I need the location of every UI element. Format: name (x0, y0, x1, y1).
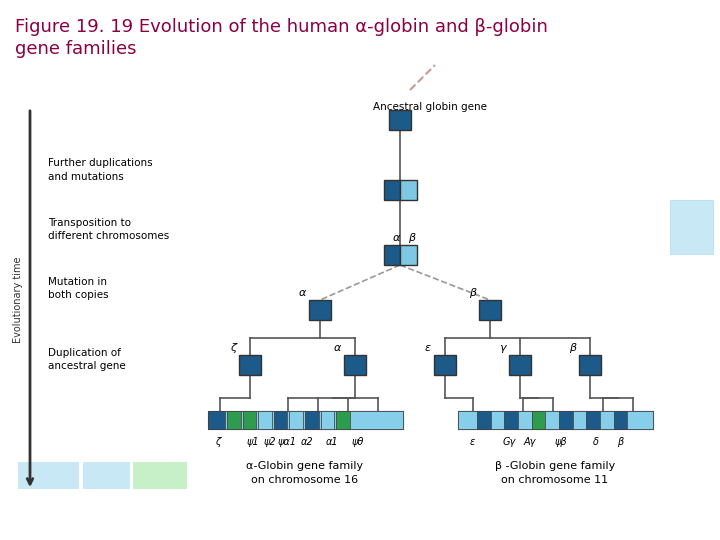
Bar (83, 462, 130, 489)
Bar (289, 411, 303, 429)
Text: ψ2: ψ2 (264, 437, 276, 447)
Bar (334, 411, 336, 429)
Text: Aγ: Aγ (523, 437, 536, 447)
Text: α: α (333, 343, 341, 353)
Bar (243, 411, 256, 429)
Text: Gγ: Gγ (503, 437, 516, 447)
Bar (477, 411, 490, 429)
Bar (336, 411, 350, 429)
Text: Transposition to
different chromosomes: Transposition to different chromosomes (48, 218, 169, 241)
Text: ψθ: ψθ (351, 437, 364, 447)
Bar (531, 411, 545, 429)
Bar (309, 300, 331, 320)
Text: ζ: ζ (230, 343, 236, 353)
Bar (627, 411, 652, 429)
Bar (303, 411, 305, 429)
Text: ψβ: ψβ (554, 437, 567, 447)
Bar (434, 355, 456, 375)
Bar (344, 355, 366, 375)
Bar (258, 411, 272, 429)
Bar (559, 411, 572, 429)
Text: Evolutionary time: Evolutionary time (13, 256, 23, 343)
Text: α-Globin gene family
on chromosome 16: α-Globin gene family on chromosome 16 (246, 461, 364, 485)
Bar (586, 411, 600, 429)
Bar (509, 355, 531, 375)
Bar (518, 411, 531, 429)
Text: ε: ε (425, 343, 431, 353)
Text: Ancestral globin gene: Ancestral globin gene (373, 102, 487, 112)
Bar (490, 411, 504, 429)
Text: β: β (408, 233, 415, 243)
Text: Further duplications
and mutations: Further duplications and mutations (48, 159, 153, 181)
Text: β: β (569, 343, 576, 353)
Bar (384, 245, 400, 265)
Text: Mutation in
both copies: Mutation in both copies (48, 278, 109, 300)
Text: α2: α2 (301, 437, 314, 447)
Text: ψα1: ψα1 (278, 437, 297, 447)
Bar (207, 411, 225, 429)
Text: β: β (617, 437, 624, 447)
Bar (579, 355, 601, 375)
Bar (256, 411, 258, 429)
Text: γ: γ (500, 343, 506, 353)
Bar (133, 462, 187, 489)
Bar (18, 462, 79, 489)
Text: Duplication of
ancestral gene: Duplication of ancestral gene (48, 348, 126, 370)
Bar (225, 411, 227, 429)
Bar (457, 411, 477, 429)
Text: α1: α1 (326, 437, 339, 447)
Bar (572, 411, 586, 429)
Bar (207, 411, 402, 429)
Bar (545, 411, 559, 429)
Text: ε: ε (470, 437, 475, 447)
Bar (319, 411, 320, 429)
Bar (670, 200, 713, 254)
Text: δ: δ (593, 437, 598, 447)
Bar (274, 411, 287, 429)
Bar (457, 411, 652, 429)
Bar (320, 411, 334, 429)
Bar (389, 110, 411, 130)
Bar (305, 411, 319, 429)
Bar (227, 411, 240, 429)
Bar (613, 411, 627, 429)
Bar (239, 355, 261, 375)
Text: ζ: ζ (215, 437, 220, 447)
Bar (350, 411, 402, 429)
Bar (600, 411, 613, 429)
Text: α: α (392, 233, 400, 243)
Bar (479, 300, 501, 320)
Bar (384, 180, 400, 200)
Text: β: β (469, 288, 476, 298)
Bar (400, 180, 416, 200)
Bar (287, 411, 289, 429)
Text: ψ1: ψ1 (246, 437, 258, 447)
Text: β -Globin gene family
on chromosome 11: β -Globin gene family on chromosome 11 (495, 461, 615, 485)
Bar (504, 411, 518, 429)
Text: Figure 19. 19 Evolution of the human α-globin and β-globin
gene families: Figure 19. 19 Evolution of the human α-g… (15, 18, 548, 58)
Bar (240, 411, 243, 429)
Text: α: α (299, 288, 306, 298)
Bar (272, 411, 274, 429)
Bar (400, 245, 416, 265)
